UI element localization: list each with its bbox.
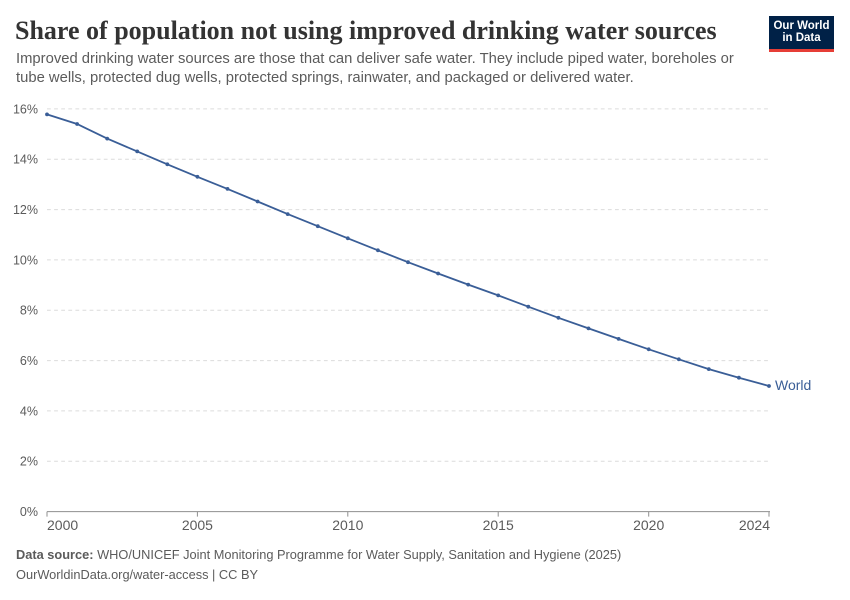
svg-text:8%: 8% <box>20 304 38 318</box>
svg-text:2020: 2020 <box>633 517 664 533</box>
svg-text:4%: 4% <box>20 404 38 418</box>
svg-text:2005: 2005 <box>182 517 213 533</box>
svg-text:World: World <box>775 377 811 393</box>
svg-text:14%: 14% <box>13 153 38 167</box>
svg-text:12%: 12% <box>13 203 38 217</box>
svg-text:10%: 10% <box>13 253 38 267</box>
svg-text:2015: 2015 <box>483 517 514 533</box>
svg-text:2000: 2000 <box>47 517 78 533</box>
svg-text:2010: 2010 <box>332 517 363 533</box>
svg-text:6%: 6% <box>20 354 38 368</box>
svg-text:16%: 16% <box>13 102 38 116</box>
svg-text:0%: 0% <box>20 505 38 519</box>
svg-text:2024: 2024 <box>739 517 770 533</box>
svg-text:2%: 2% <box>20 455 38 469</box>
